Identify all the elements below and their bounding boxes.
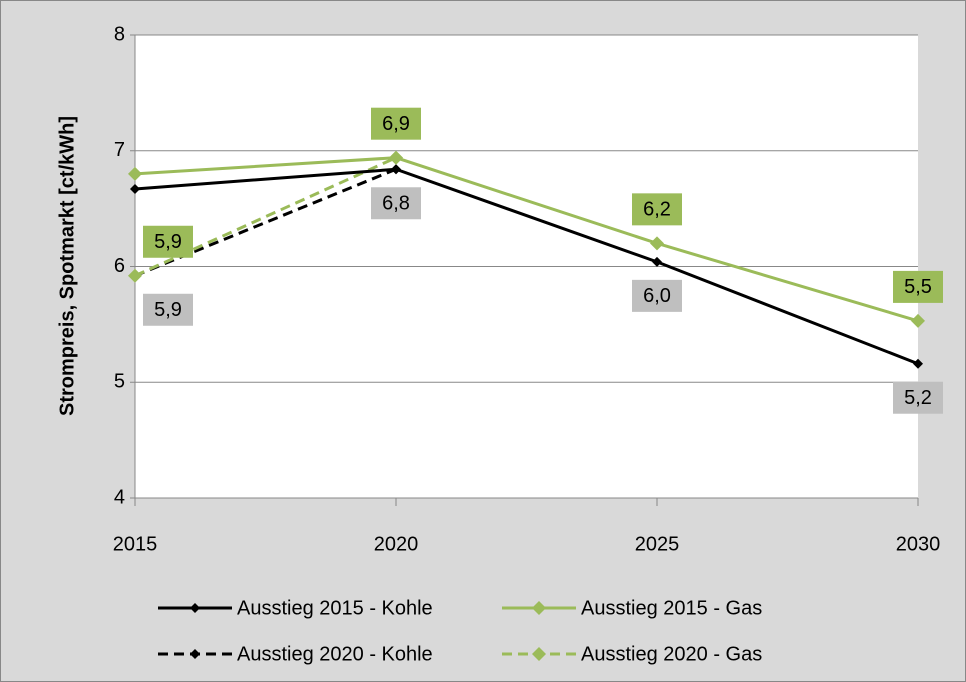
- data-label: 6,0: [643, 285, 671, 307]
- marker: [652, 256, 662, 267]
- data-label: 6,9: [382, 113, 410, 135]
- data-label-box: [371, 107, 421, 140]
- marker: [650, 236, 664, 251]
- series-line: [134, 156, 919, 323]
- marker: [911, 313, 925, 328]
- data-label-box: [143, 293, 193, 326]
- data-label-box: [632, 193, 682, 226]
- marker: [391, 164, 401, 175]
- legend-marker: [532, 601, 546, 615]
- data-label: 5,9: [154, 299, 182, 321]
- legend-marker: [190, 649, 200, 659]
- legend-marker: [532, 647, 546, 661]
- marker: [128, 166, 142, 181]
- data-label: 6,8: [382, 193, 410, 215]
- y-tick-label: 8: [114, 23, 125, 45]
- data-label-box: [143, 225, 193, 258]
- data-label: 6,2: [643, 199, 671, 221]
- y-tick-label: 4: [114, 486, 125, 508]
- y-tick-label: 5: [114, 371, 125, 393]
- y-axis-title: Strompreis, Spotmarkt [ct/kWh]: [56, 116, 78, 416]
- data-label: 5,5: [904, 276, 932, 298]
- data-label-box: [893, 381, 943, 414]
- y-tick-label: 7: [114, 139, 125, 161]
- data-label-box: [893, 270, 943, 303]
- legend-label: Ausstieg 2020 - Kohle: [237, 643, 433, 665]
- marker: [389, 150, 403, 165]
- marker: [913, 358, 923, 369]
- legend-marker: [190, 603, 200, 613]
- series-line: [134, 167, 919, 366]
- y-tick-label: 6: [114, 255, 125, 277]
- x-tick-label: 2020: [374, 533, 419, 555]
- legend-label: Ausstieg 2015 - Gas: [581, 597, 762, 619]
- marker: [130, 183, 140, 194]
- data-label: 5,2: [904, 387, 932, 409]
- x-tick-label: 2015: [113, 533, 158, 555]
- marker: [128, 268, 142, 283]
- legend-label: Ausstieg 2020 - Gas: [581, 643, 762, 665]
- x-tick-label: 2030: [896, 533, 941, 555]
- x-tick-label: 2025: [635, 533, 680, 555]
- data-label-box: [371, 187, 421, 220]
- data-label-box: [632, 279, 682, 312]
- data-label: 5,9: [154, 231, 182, 253]
- legend-label: Ausstieg 2015 - Kohle: [237, 597, 433, 619]
